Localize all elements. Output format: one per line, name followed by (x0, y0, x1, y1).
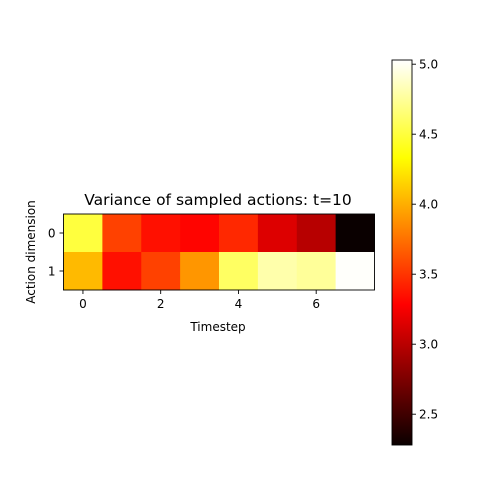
colorbar-ticks: 2.5 3.0 3.5 4.0 4.5 5.0 (412, 58, 438, 422)
heatmap-cell (335, 214, 375, 253)
heatmap-cell (180, 252, 220, 291)
colorbar-tick-label: 3.0 (419, 338, 438, 352)
x-axis: 0 2 4 6 (79, 290, 320, 311)
heatmap-cell (180, 214, 220, 253)
colorbar-tick-label: 5.0 (419, 58, 438, 72)
x-axis-label: Timestep (189, 320, 245, 334)
y-axis-label: Action dimension (24, 200, 38, 304)
colorbar-tick-label: 3.5 (419, 268, 438, 282)
heatmap-cell (102, 252, 142, 291)
y-tick-label: 0 (48, 227, 56, 241)
heatmap-cell (335, 252, 375, 291)
heatmap-cell (219, 214, 259, 253)
chart-title: Variance of sampled actions: t=10 (84, 191, 352, 209)
colorbar-tick-label: 4.5 (419, 128, 438, 142)
heatmap-cell (296, 252, 337, 291)
heatmap-cell (63, 252, 103, 291)
y-tick-label: 1 (48, 265, 56, 279)
colorbar-tick-label: 2.5 (419, 408, 438, 422)
heatmap-cell (296, 214, 337, 253)
x-tick-label: 2 (157, 297, 165, 311)
heatmap-cell (219, 252, 259, 291)
x-tick-label: 6 (312, 297, 320, 311)
heatmap-cells (63, 214, 375, 291)
heatmap-cell (141, 214, 181, 253)
heatmap-cell (257, 214, 298, 253)
heatmap-cell (257, 252, 298, 291)
colorbar-tick-label: 4.0 (419, 198, 438, 212)
heatmap-cell (63, 214, 103, 253)
heatmap-cell (141, 252, 181, 291)
x-tick-label: 4 (235, 297, 243, 311)
colorbar (391, 59, 413, 446)
y-axis: 01 (48, 227, 64, 279)
x-tick-label: 0 (79, 297, 87, 311)
heatmap-cell (102, 214, 142, 253)
plot-frame (63, 213, 375, 291)
